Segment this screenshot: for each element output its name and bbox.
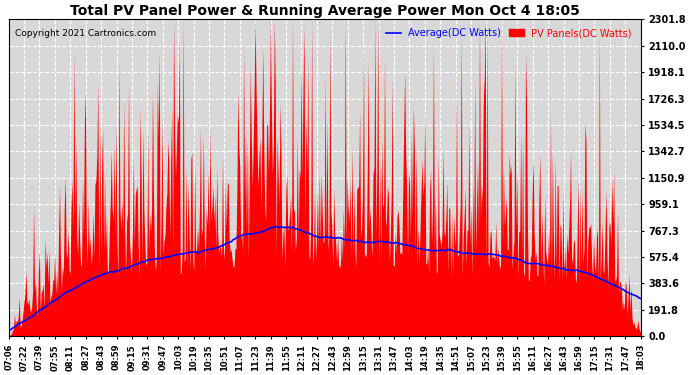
Legend: Average(DC Watts), PV Panels(DC Watts): Average(DC Watts), PV Panels(DC Watts) (382, 24, 635, 42)
Title: Total PV Panel Power & Running Average Power Mon Oct 4 18:05: Total PV Panel Power & Running Average P… (70, 4, 580, 18)
Text: Copyright 2021 Cartronics.com: Copyright 2021 Cartronics.com (15, 29, 156, 38)
